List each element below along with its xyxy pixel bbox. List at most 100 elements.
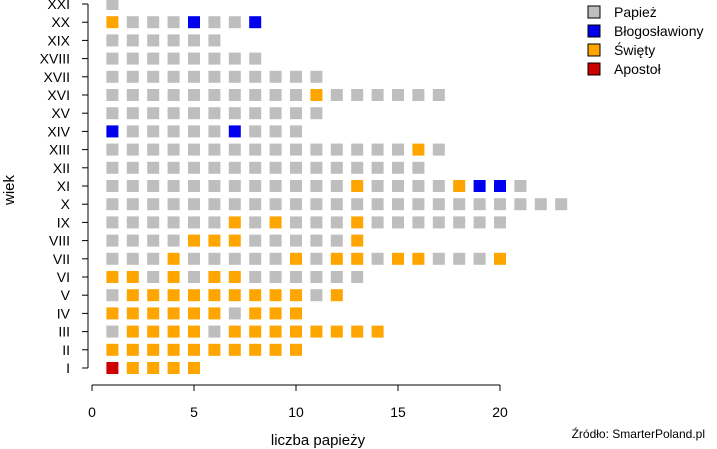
pope-marker [228, 89, 241, 101]
pope-marker [188, 198, 200, 211]
pope-marker [188, 362, 200, 374]
y-tick-label: IV [57, 305, 71, 321]
pope-marker [249, 198, 262, 211]
y-tick-label: IX [57, 214, 71, 230]
pope-marker [167, 307, 180, 320]
pope-marker [208, 143, 221, 156]
pope-marker [371, 143, 384, 156]
pope-marker [126, 325, 139, 338]
legend-label: Papież [614, 4, 657, 20]
pope-marker [228, 289, 241, 302]
pope-marker [106, 34, 119, 47]
pope-marker [514, 198, 527, 211]
pope-marker [249, 271, 262, 283]
pope-marker [188, 34, 200, 47]
pope-marker [269, 180, 282, 192]
legend-swatch [587, 5, 601, 19]
pope-marker [126, 252, 139, 265]
y-tick-label: VIII [49, 233, 70, 249]
y-axis-title: wiek [1, 175, 18, 207]
pope-marker [290, 271, 302, 283]
pope-marker [126, 362, 139, 374]
pope-marker [228, 234, 241, 247]
pope-marker [371, 252, 384, 265]
pope-marker [106, 70, 119, 83]
pope-marker [106, 125, 119, 138]
pope-marker [208, 343, 221, 356]
pope-marker [228, 143, 241, 156]
pope-marker [290, 289, 302, 302]
pope-marker [371, 216, 384, 229]
pope-marker [494, 216, 506, 229]
pope-marker [167, 343, 180, 356]
pope-marker [269, 161, 282, 174]
pope-marker [126, 343, 139, 356]
pope-marker [208, 34, 221, 47]
pope-marker [432, 143, 445, 156]
y-tick-label: VII [53, 251, 70, 267]
pope-marker [290, 89, 302, 101]
pope-marker [310, 198, 323, 211]
pope-marker [453, 252, 466, 265]
pope-marker [290, 180, 302, 192]
y-tick-label: XVII [44, 69, 70, 85]
pope-marker [310, 234, 323, 247]
pope-marker [188, 325, 200, 338]
pope-marker [208, 70, 221, 83]
x-axis-title: liczba papieży [271, 432, 366, 449]
pope-marker [310, 161, 323, 174]
pope-marker [167, 325, 180, 338]
y-tick-label: VI [57, 269, 70, 285]
pope-marker [330, 271, 343, 283]
pope-marker [249, 143, 262, 156]
pope-marker [106, 289, 119, 302]
pope-marker [473, 198, 486, 211]
pope-marker [249, 180, 262, 192]
pope-marker [290, 125, 302, 138]
pope-marker [351, 234, 364, 247]
legend-swatch [587, 43, 601, 57]
pope-marker [494, 180, 506, 192]
pope-marker [188, 307, 200, 320]
pope-marker [147, 343, 160, 356]
pope-marker [310, 180, 323, 192]
pope-marker [208, 161, 221, 174]
pope-marker [147, 325, 160, 338]
pope-marker [290, 143, 302, 156]
pope-marker [249, 216, 262, 229]
pope-marker [310, 143, 323, 156]
pope-marker [351, 216, 364, 229]
pope-marker [167, 216, 180, 229]
pope-marker [392, 161, 404, 174]
pope-marker [290, 198, 302, 211]
pope-marker [147, 362, 160, 374]
pope-marker [208, 16, 221, 29]
x-tick-label: 10 [288, 404, 304, 420]
chart-marks [106, 0, 568, 374]
pope-marker [188, 271, 200, 283]
pope-marker [432, 252, 445, 265]
pope-marker [330, 198, 343, 211]
pope-marker [249, 125, 262, 138]
pope-marker [330, 161, 343, 174]
legend-swatch [587, 62, 601, 76]
pope-marker [147, 89, 160, 101]
pope-marker [290, 325, 302, 338]
pope-marker [269, 143, 282, 156]
pope-marker [188, 180, 200, 192]
pope-marker [106, 16, 119, 29]
pope-marker [188, 89, 200, 101]
pope-marker [126, 70, 139, 83]
pope-marker [249, 161, 262, 174]
pope-marker [167, 125, 180, 138]
pope-marker [249, 89, 262, 101]
pope-marker [371, 161, 384, 174]
pope-marker [269, 252, 282, 265]
pope-marker [351, 198, 364, 211]
pope-marker [269, 198, 282, 211]
pope-marker [147, 34, 160, 47]
pope-marker [330, 252, 343, 265]
pope-marker [371, 180, 384, 192]
pope-marker [188, 125, 200, 138]
